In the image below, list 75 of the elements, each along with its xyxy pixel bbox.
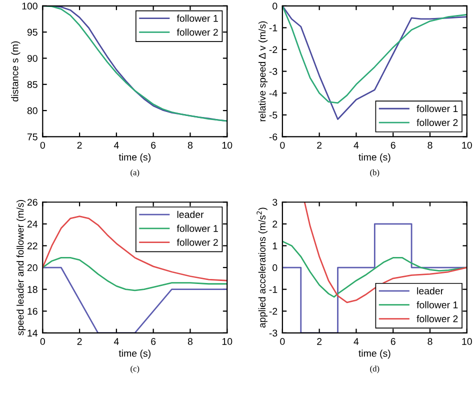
text: (b) <box>370 169 380 177</box>
text: (a) <box>130 169 140 177</box>
y-tick-label: -2 <box>269 308 278 315</box>
y-tick-label: 80 <box>27 107 38 114</box>
y-tick-label: 14 <box>28 330 38 336</box>
y-tick-label: -5 <box>269 112 278 119</box>
y-tick-label: 1 <box>272 242 278 250</box>
y-tick-label: 16 <box>28 308 38 315</box>
text: (c) <box>130 366 140 374</box>
x-tick-label: 0 <box>40 338 45 345</box>
line-series <box>282 240 467 298</box>
x-tick-label: 10 <box>462 338 472 345</box>
y-tick-label: 75 <box>27 134 38 140</box>
y-tick-label: 26 <box>27 198 38 206</box>
x-tick-label: 8 <box>428 142 432 149</box>
y-tick-label: -3 <box>269 330 278 337</box>
x-tick-label: 4 <box>354 338 359 345</box>
x-tick-label: 10 <box>222 338 232 345</box>
y-tick-label: -6 <box>269 133 278 140</box>
x-axis-title: time (s) <box>118 153 150 162</box>
x-tick-label: 10 <box>222 142 232 149</box>
legend-label: follower 2 <box>416 118 458 126</box>
x-tick-label: 8 <box>188 338 192 345</box>
y-tick-label: 2 <box>272 220 278 228</box>
x-tick-label: 0 <box>280 142 285 149</box>
x-tick-label: 2 <box>317 142 322 149</box>
x-axis-title: time (s) <box>358 153 390 162</box>
y-tick-label: 95 <box>27 28 38 36</box>
x-axis-title: time (s) <box>358 350 390 359</box>
x-tick-label: 4 <box>114 338 119 345</box>
legend-label: follower 1 <box>176 14 218 22</box>
text: (d) <box>370 366 380 374</box>
legend-label: follower 2 <box>176 28 218 36</box>
y-tick-label: -1 <box>269 24 278 32</box>
x-tick-label: 0 <box>280 338 285 345</box>
x-tick-label: 6 <box>151 338 156 345</box>
x-tick-label: 2 <box>77 338 82 345</box>
x-tick-label: 6 <box>390 338 396 345</box>
y-axis-title: speed leader and follower (m/s) <box>16 200 26 336</box>
y-tick-label: 22 <box>27 242 38 250</box>
legend-label: follower 1 <box>416 301 458 308</box>
y-tick-label: 0 <box>272 2 278 10</box>
x-axis-title: time (s) <box>118 350 150 359</box>
y-tick-label: -3 <box>269 68 278 75</box>
x-tick-label: 2 <box>77 142 82 149</box>
legend-label: leader <box>417 287 444 294</box>
y-tick-label: 0 <box>272 264 278 272</box>
y-axis-title: relative speed Δ v (m/s) <box>258 21 268 122</box>
y-tick-label: -4 <box>269 90 278 97</box>
y-tick-label: 3 <box>272 198 278 206</box>
legend-label: leader <box>177 210 204 218</box>
y-tick-label: -2 <box>269 46 278 54</box>
y-axis-title: applied accelerations (m/s$^{2}$) <box>256 208 268 328</box>
legend-label: follower 1 <box>416 104 458 112</box>
legend-label: follower 2 <box>416 315 458 322</box>
y-tick-label: 85 <box>27 81 38 88</box>
legend-label: follower 1 <box>176 224 218 232</box>
y-tick-label: 18 <box>28 286 38 293</box>
y-tick-label: -1 <box>269 286 278 293</box>
y-tick-label: 90 <box>27 54 38 62</box>
y-tick-label: 20 <box>27 264 38 272</box>
x-tick-label: 6 <box>151 142 156 149</box>
y-tick-label: 24 <box>27 220 38 228</box>
line-series <box>42 257 228 292</box>
x-tick-label: 4 <box>354 142 359 149</box>
legend-label: follower 2 <box>176 238 218 246</box>
x-tick-label: 10 <box>462 142 472 149</box>
x-tick-label: 6 <box>390 142 396 149</box>
x-tick-label: 0 <box>40 142 45 149</box>
y-tick-label: 100 <box>22 2 38 10</box>
x-tick-label: 2 <box>317 338 322 345</box>
x-tick-label: 8 <box>428 338 432 345</box>
x-tick-label: 4 <box>114 142 119 149</box>
x-tick-label: 8 <box>188 142 192 149</box>
y-axis-title: distance s (m) <box>11 41 20 102</box>
